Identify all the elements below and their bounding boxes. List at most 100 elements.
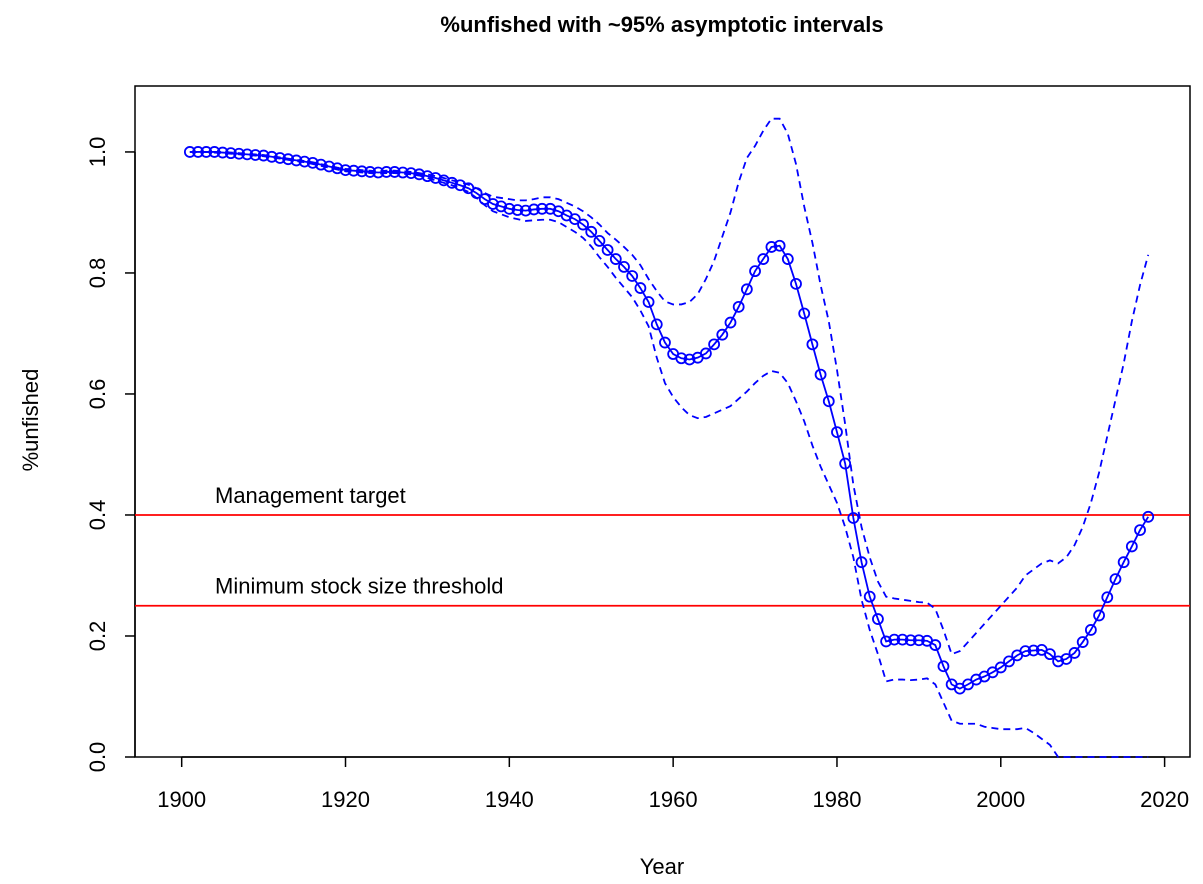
data-point xyxy=(634,282,647,294)
data-point xyxy=(544,202,557,215)
y-tick-label: 1.0 xyxy=(85,137,110,168)
y-tick-label: 0.6 xyxy=(85,379,110,410)
x-tick-label: 1960 xyxy=(649,787,698,812)
data-point xyxy=(495,200,508,213)
y-axis-label: %unfished xyxy=(18,369,43,472)
data-point xyxy=(847,512,860,524)
data-point xyxy=(1068,647,1081,659)
data-point xyxy=(757,253,770,265)
chart-title: %unfished with ~95% asymptotic intervals xyxy=(440,12,883,37)
data-point xyxy=(1044,648,1056,661)
data-point xyxy=(585,225,598,238)
data-point xyxy=(388,166,401,178)
data-point xyxy=(1060,653,1073,665)
data-point xyxy=(700,347,712,360)
data-point xyxy=(626,270,639,282)
reference-label: Minimum stock size threshold xyxy=(215,574,504,599)
x-tick-label: 2020 xyxy=(1140,787,1189,812)
x-tick-label: 1940 xyxy=(485,787,534,812)
data-point xyxy=(618,261,630,273)
data-point xyxy=(814,368,827,381)
data-point xyxy=(650,318,663,331)
data-point xyxy=(716,328,729,341)
data-point xyxy=(511,204,524,216)
y-tick-label: 0.8 xyxy=(85,258,110,289)
data-point xyxy=(1125,540,1138,553)
data-point xyxy=(536,202,548,215)
data-point xyxy=(863,590,876,603)
data-point xyxy=(1003,655,1015,668)
data-point xyxy=(1076,636,1089,648)
data-point xyxy=(1084,624,1097,636)
data-point xyxy=(937,660,950,673)
data-point xyxy=(806,338,819,351)
x-axis-label: Year xyxy=(640,854,684,879)
data-point xyxy=(1027,644,1040,657)
data-point xyxy=(528,203,540,216)
data-point xyxy=(1052,655,1065,668)
data-point xyxy=(306,156,319,169)
data-point xyxy=(855,556,868,569)
data-point xyxy=(880,635,893,648)
interval-line xyxy=(189,117,1150,656)
data-point xyxy=(577,218,589,231)
data-point xyxy=(822,395,835,408)
data-point xyxy=(798,307,811,320)
data-point xyxy=(331,162,344,175)
data-point xyxy=(1117,556,1130,569)
data-point xyxy=(437,174,450,187)
data-point xyxy=(896,633,909,646)
data-point xyxy=(724,316,737,329)
x-tick-label: 1920 xyxy=(321,787,370,812)
interval-line xyxy=(189,151,1149,758)
data-point xyxy=(740,283,753,296)
data-point xyxy=(642,296,655,308)
data-point xyxy=(708,338,721,351)
data-point xyxy=(773,239,786,252)
data-point xyxy=(1101,591,1114,604)
data-point xyxy=(1093,609,1105,622)
data-point xyxy=(929,639,942,651)
data-point xyxy=(749,265,761,278)
data-point xyxy=(282,153,295,166)
data-point xyxy=(765,241,778,253)
data-point xyxy=(413,168,426,181)
data-point xyxy=(683,353,696,366)
data-point xyxy=(888,633,901,646)
data-point xyxy=(519,204,532,217)
x-tick-label: 2000 xyxy=(976,787,1025,812)
data-point xyxy=(446,176,458,189)
plot-frame xyxy=(134,85,1191,758)
data-point xyxy=(732,300,745,313)
reference-label: Management target xyxy=(215,483,406,508)
data-point xyxy=(790,277,802,290)
data-point xyxy=(224,147,237,160)
data-point xyxy=(994,661,1007,674)
y-tick-label: 0.2 xyxy=(85,621,110,652)
series-line xyxy=(189,151,1149,690)
x-tick-label: 1980 xyxy=(812,787,861,812)
data-point xyxy=(659,336,671,349)
data-point xyxy=(872,613,884,625)
data-point xyxy=(831,426,843,438)
x-tick-label: 1900 xyxy=(157,787,206,812)
data-point xyxy=(781,253,794,265)
data-point xyxy=(1142,510,1155,523)
data-point xyxy=(200,146,213,158)
y-tick-label: 0.0 xyxy=(85,742,110,773)
data-point xyxy=(503,202,516,215)
data-point xyxy=(1109,573,1122,586)
data-point xyxy=(904,634,917,647)
y-tick-label: 0.4 xyxy=(85,500,110,531)
data-point xyxy=(601,244,614,256)
data-point xyxy=(839,457,852,470)
data-point xyxy=(675,352,688,365)
data-point xyxy=(1019,645,1032,658)
data-point xyxy=(912,634,925,647)
data-point xyxy=(487,198,499,210)
data-point xyxy=(593,234,606,247)
data-point xyxy=(568,213,581,226)
data-point xyxy=(609,253,622,265)
data-point xyxy=(1134,524,1146,537)
